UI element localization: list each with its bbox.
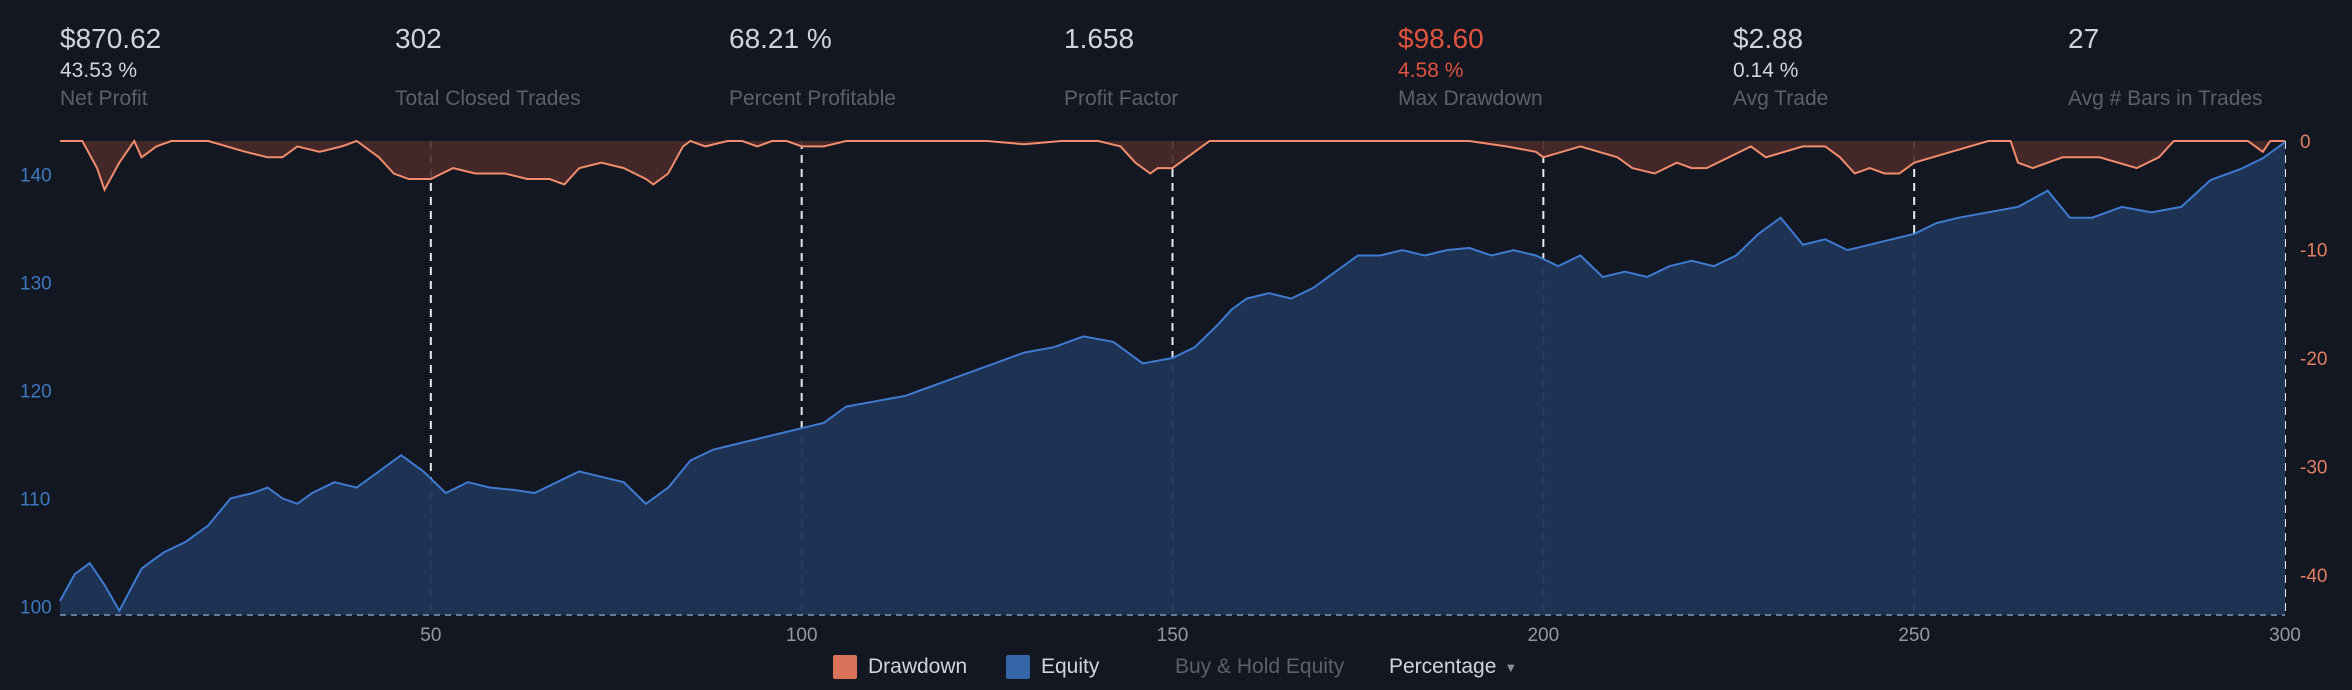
stat-total-closed-trades: 302 Total Closed Trades — [395, 20, 715, 114]
stat-value: 27 — [2068, 23, 2100, 54]
stat-value: $98.60 — [1398, 23, 1484, 54]
left-axis: 100 110 120 130 140 — [20, 165, 52, 618]
stat-value: 302 — [395, 23, 442, 54]
drawdown-series — [60, 138, 2285, 193]
stat-value: $2.88 — [1733, 23, 1804, 54]
stat-label: Percent Profitable — [729, 87, 896, 110]
stat-label: Profit Factor — [1064, 87, 1179, 110]
legend-buy-hold-equity[interactable]: Buy & Hold Equity — [1175, 650, 1344, 684]
stat-label: Avg Trade — [1733, 87, 1829, 110]
x-axis-tick-label: 300 — [2269, 625, 2301, 646]
legend-equity-label: Equity — [1041, 655, 1100, 678]
drawdown-swatch — [833, 655, 857, 679]
x-axis-tick-label: 200 — [1527, 625, 1559, 646]
left-axis-tick-label: 130 — [20, 273, 52, 294]
right-axis-tick-label: -20 — [2300, 349, 2327, 370]
x-axis-tick-label: 150 — [1157, 625, 1189, 646]
x-axis-tick-label: 250 — [1898, 625, 1930, 646]
stat-avg-trade: $2.88 0.14 % Avg Trade — [1733, 20, 2053, 114]
percentage-dropdown[interactable]: Percentage ▼ — [1389, 650, 1517, 684]
stat-value: 68.21 % — [729, 23, 832, 54]
x-axis: 50 100 150 200 250 300 — [420, 625, 2301, 646]
legend-drawdown-label: Drawdown — [868, 655, 968, 678]
chart-legend: Drawdown Equity Buy & Hold Equity Percen… — [0, 650, 2352, 684]
stat-label: Total Closed Trades — [395, 87, 581, 110]
legend-drawdown[interactable]: Drawdown — [833, 650, 967, 684]
stats-bar: $870.62 43.53 % Net Profit 302 Total Clo… — [0, 0, 2352, 130]
stat-label: Avg # Bars in Trades — [2068, 87, 2263, 110]
stat-value: 1.658 — [1064, 23, 1135, 54]
x-axis-tick-label: 50 — [420, 625, 441, 646]
left-axis-tick-label: 100 — [20, 597, 52, 618]
percentage-dropdown-label: Percentage — [1389, 655, 1497, 678]
stat-percent: 43.53 % — [60, 59, 138, 82]
right-axis-tick-label: -40 — [2300, 566, 2327, 587]
stat-percent — [729, 58, 1049, 84]
stat-value: $870.62 — [60, 23, 162, 54]
equity-line — [59, 141, 2286, 613]
chevron-down-icon: ▼ — [1504, 659, 1518, 675]
stat-net-profit: $870.62 43.53 % Net Profit — [60, 20, 380, 114]
drawdown-area — [60, 141, 2285, 190]
right-axis-tick-label: -30 — [2300, 457, 2327, 478]
equity-area — [60, 142, 2285, 615]
equity-series — [59, 141, 2286, 615]
stat-percent — [395, 58, 715, 84]
right-axis-tick-label: 0 — [2300, 132, 2311, 153]
left-axis-tick-label: 140 — [20, 165, 52, 186]
stat-percent — [1064, 58, 1384, 84]
stat-avg-bars-in-trades: 27 Avg # Bars in Trades — [2068, 20, 2352, 114]
equity-drawdown-chart[interactable]: 100 110 120 130 140 0 -10 -20 -30 -40 50 100 150 20… — [0, 130, 2352, 650]
x-axis-tick-label: 100 — [786, 625, 818, 646]
stat-percent-profitable: 68.21 % Percent Profitable — [729, 20, 1049, 114]
right-axis-tick-label: -10 — [2300, 240, 2327, 261]
stat-percent — [2068, 58, 2352, 84]
equity-swatch — [1006, 655, 1030, 679]
right-axis: 0 -10 -20 -30 -40 — [2300, 132, 2327, 587]
drawdown-line — [60, 138, 2285, 193]
stat-percent: 4.58 % — [1398, 59, 1464, 82]
stat-label: Net Profit — [60, 87, 148, 110]
stat-percent: 0.14 % — [1733, 59, 1799, 82]
legend-buy-hold-label: Buy & Hold Equity — [1175, 655, 1345, 678]
left-axis-tick-label: 120 — [20, 381, 52, 402]
stat-max-drawdown: $98.60 4.58 % Max Drawdown — [1398, 20, 1718, 114]
legend-equity[interactable]: Equity — [1006, 650, 1099, 684]
left-axis-tick-label: 110 — [20, 489, 50, 510]
stat-label: Max Drawdown — [1398, 87, 1543, 110]
stat-profit-factor: 1.658 Profit Factor — [1064, 20, 1384, 114]
